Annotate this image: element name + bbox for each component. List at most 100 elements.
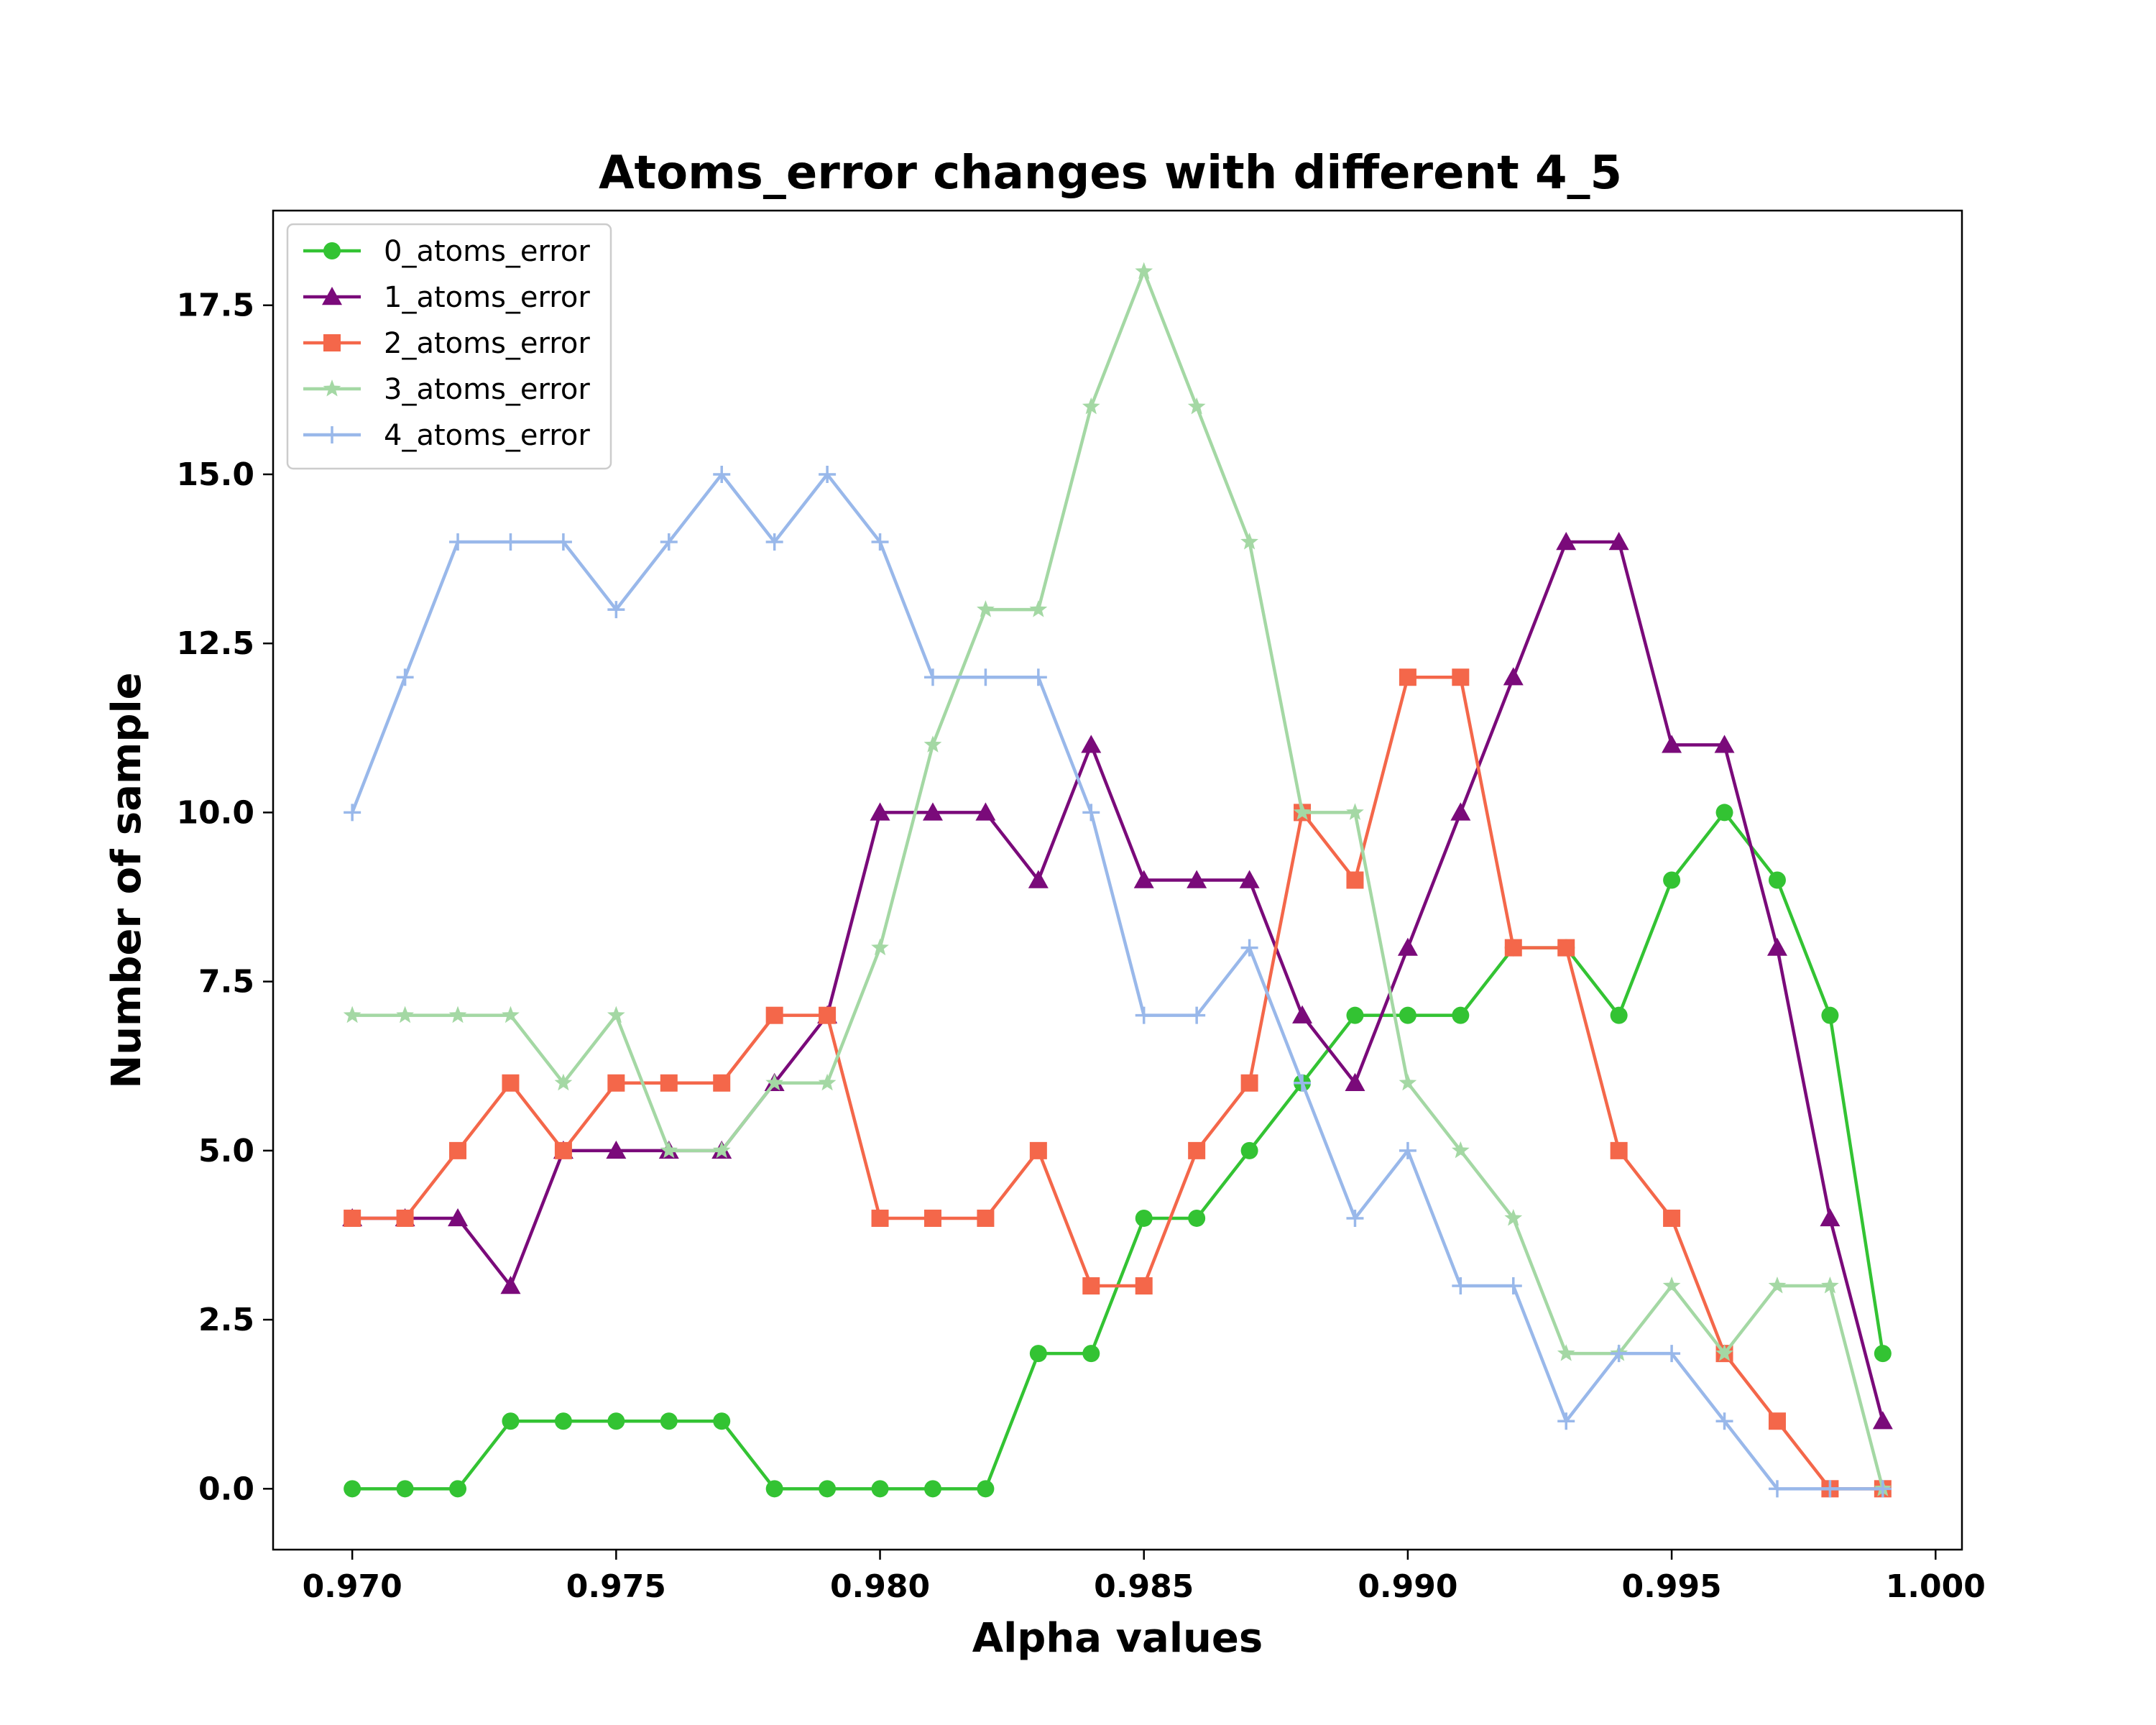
series-3 xyxy=(343,262,1892,1496)
data-point xyxy=(607,1006,625,1024)
data-point xyxy=(1451,1141,1470,1159)
data-point xyxy=(1399,668,1416,686)
data-point xyxy=(1292,1005,1313,1024)
legend-marker xyxy=(322,287,342,305)
data-point xyxy=(1452,1006,1470,1024)
legend-marker xyxy=(323,426,341,443)
data-point xyxy=(1504,1277,1522,1295)
data-point xyxy=(1346,803,1364,820)
data-point xyxy=(1503,667,1524,686)
y-tick-label: 2.5 xyxy=(198,1302,254,1338)
legend-marker xyxy=(323,380,341,397)
data-point xyxy=(1029,668,1047,686)
legend-label: 4_atoms_error xyxy=(384,419,590,452)
data-point xyxy=(1874,1480,1892,1498)
data-point xyxy=(1557,939,1575,957)
x-axis: 0.970 0.975 0.980 0.985 0.990 0.995 1.000 xyxy=(303,1550,1986,1605)
series-4 xyxy=(344,465,1892,1498)
data-point xyxy=(1029,1141,1047,1159)
data-point xyxy=(449,1480,467,1498)
data-point xyxy=(1557,1344,1575,1361)
x-tick-label: 0.980 xyxy=(830,1568,930,1605)
data-point xyxy=(977,668,995,686)
data-point xyxy=(1082,1345,1100,1363)
legend: 0_atoms_error 1_atoms_error 2_atoms_error 3… xyxy=(286,223,612,470)
data-point xyxy=(1188,1141,1206,1159)
data-point xyxy=(977,1209,995,1227)
data-point xyxy=(977,600,995,617)
data-point xyxy=(1399,1141,1416,1159)
data-point xyxy=(607,601,625,619)
data-point xyxy=(660,1141,678,1159)
x-axis-label: Alpha values xyxy=(972,1615,1263,1662)
data-point xyxy=(1714,735,1735,753)
data-point xyxy=(712,1141,731,1159)
data-point xyxy=(765,1006,783,1024)
data-point xyxy=(344,1209,361,1227)
data-point xyxy=(1240,1074,1258,1092)
data-point xyxy=(1557,1412,1575,1430)
data-point xyxy=(1135,1006,1153,1024)
data-point xyxy=(870,802,890,821)
plot-frame xyxy=(272,209,1963,1551)
data-point xyxy=(1608,532,1629,551)
data-point xyxy=(502,1074,520,1092)
data-point xyxy=(1662,735,1682,753)
data-point xyxy=(1662,1276,1681,1294)
data-point xyxy=(344,804,361,822)
y-axis: 0.0 2.5 5.0 7.5 10.0 12.5 15.0 17.5 xyxy=(176,288,273,1507)
data-point xyxy=(1556,532,1577,551)
data-point xyxy=(396,1480,414,1498)
series-1 xyxy=(342,532,1893,1430)
data-point xyxy=(765,1073,784,1091)
data-point xyxy=(1135,262,1153,280)
legend-box xyxy=(286,223,612,470)
data-point xyxy=(1135,1277,1153,1295)
data-point xyxy=(1188,1006,1206,1024)
legend-marker xyxy=(323,242,341,259)
legend-label: 3_atoms_error xyxy=(384,373,590,406)
data-point xyxy=(1872,1411,1893,1430)
series-line xyxy=(351,472,1883,1491)
data-point xyxy=(1346,1209,1364,1227)
data-point xyxy=(1663,1209,1681,1227)
x-tick-label: 0.975 xyxy=(566,1568,666,1605)
data-point xyxy=(1345,1072,1365,1091)
data-point xyxy=(396,668,414,686)
data-point xyxy=(765,1480,783,1498)
data-point xyxy=(1820,1208,1841,1227)
data-point xyxy=(977,1480,995,1498)
plot-area xyxy=(342,262,1893,1498)
data-point xyxy=(819,1480,837,1498)
y-tick-label: 7.5 xyxy=(198,964,254,1000)
data-point xyxy=(1610,1006,1628,1024)
data-point xyxy=(1715,1344,1733,1361)
data-point xyxy=(871,1480,889,1498)
data-point xyxy=(554,1141,572,1159)
data-point xyxy=(1821,1276,1839,1294)
data-point xyxy=(819,465,837,483)
y-tick-label: 17.5 xyxy=(176,288,254,324)
data-point xyxy=(1821,1006,1839,1024)
data-point xyxy=(713,1412,731,1430)
data-point xyxy=(922,802,943,821)
data-point xyxy=(713,1074,731,1092)
data-point xyxy=(500,1276,521,1294)
data-point xyxy=(818,1073,837,1091)
x-tick-label: 0.970 xyxy=(303,1568,402,1605)
data-point xyxy=(660,1412,678,1430)
data-point xyxy=(1135,1209,1153,1227)
data-point xyxy=(1188,1209,1206,1227)
data-point xyxy=(871,938,889,956)
data-point xyxy=(1293,803,1312,820)
data-point xyxy=(554,533,572,551)
data-point xyxy=(975,802,996,821)
data-point xyxy=(1766,937,1787,956)
series-line xyxy=(352,675,1883,1491)
y-tick-label: 5.0 xyxy=(198,1133,254,1169)
data-point xyxy=(396,1006,414,1024)
legend-entry: 3_atoms_error xyxy=(303,373,590,406)
data-point xyxy=(1397,937,1418,956)
data-point xyxy=(713,465,731,483)
series-line xyxy=(352,270,1885,1489)
